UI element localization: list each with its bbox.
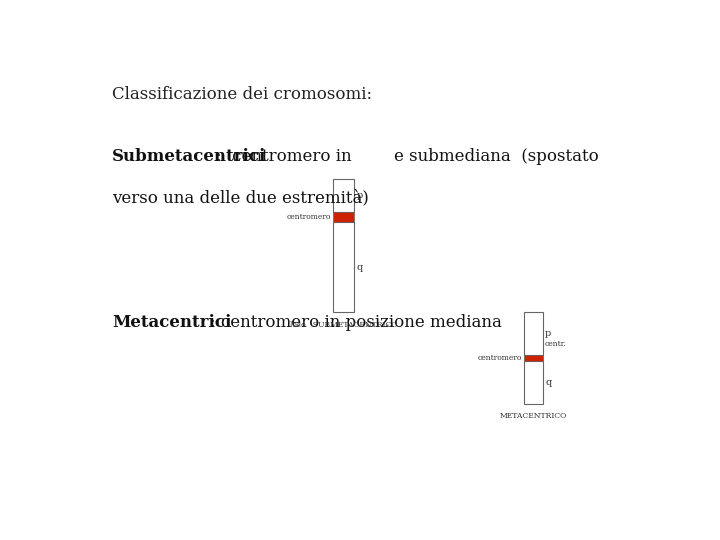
Text: loco   SUBMETACENTRICO: loco SUBMETACENTRICO [290,321,397,328]
Text: :  centromero in: : centromero in [215,148,351,165]
Text: centromero: centromero [287,213,331,221]
Bar [524,354,543,361]
Text: verso una delle due estremità): verso una delle due estremità) [112,190,369,206]
Text: centr.: centr. [545,340,567,348]
Text: Classificazione dei cromosomi:: Classificazione dei cromosomi: [112,85,372,103]
Text: q: q [356,262,363,272]
Text: Metacentrici: Metacentrici [112,314,232,331]
Text: Submetacentrici: Submetacentrici [112,148,266,165]
Text: p: p [356,191,363,200]
Text: centromero: centromero [478,354,522,362]
Text: e submediana  (spostato: e submediana (spostato [394,148,599,165]
Bar [524,312,543,354]
Text: q: q [545,378,552,387]
Text: p: p [545,329,552,338]
Bar [524,361,543,404]
Text: METACENTRICO: METACENTRICO [500,412,567,420]
Text: : centromero in posizione mediana: : centromero in posizione mediana [210,314,502,331]
Bar [333,222,354,312]
Bar [333,212,354,222]
Bar [333,179,354,212]
